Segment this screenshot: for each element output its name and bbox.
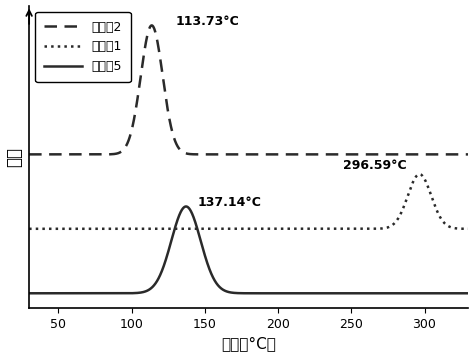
Legend: 对比例2, 对比例1, 实施例5: 对比例2, 对比例1, 实施例5: [36, 12, 131, 82]
Text: 113.73°C: 113.73°C: [175, 15, 239, 29]
Text: 296.59°C: 296.59°C: [343, 159, 407, 172]
Text: 137.14°C: 137.14°C: [198, 196, 262, 210]
X-axis label: 温度（°C）: 温度（°C）: [221, 336, 276, 351]
Y-axis label: 放热: 放热: [6, 147, 24, 167]
